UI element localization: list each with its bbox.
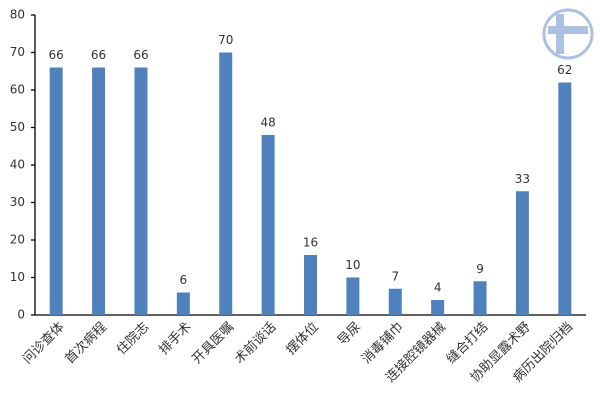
bar	[219, 52, 233, 315]
data-label: 9	[476, 262, 484, 276]
bar	[346, 277, 360, 315]
data-label: 62	[557, 63, 572, 77]
bar	[431, 300, 445, 315]
bar	[261, 135, 275, 315]
data-label: 4	[434, 281, 442, 295]
data-label: 16	[303, 236, 318, 250]
y-tick-label: 80	[10, 8, 25, 22]
data-label: 7	[391, 269, 399, 283]
logo	[542, 8, 594, 60]
data-label: 48	[260, 116, 275, 130]
y-tick-label: 0	[17, 308, 25, 322]
x-tick-label: 排手术	[156, 320, 194, 358]
bar	[304, 255, 317, 315]
data-label: 70	[218, 33, 233, 47]
y-tick-label: 20	[10, 233, 25, 247]
data-label: 66	[49, 48, 64, 62]
data-label: 6	[180, 273, 188, 287]
y-tick-label: 50	[10, 120, 25, 134]
bar	[473, 281, 487, 315]
x-tick-label: 导尿	[335, 320, 364, 349]
data-label: 66	[133, 48, 148, 62]
data-label: 33	[515, 172, 530, 186]
logo-ring	[542, 8, 594, 60]
y-tick-label: 70	[10, 45, 25, 59]
bar	[134, 67, 148, 315]
bar	[558, 82, 572, 315]
y-tick-label: 40	[10, 158, 25, 172]
bar	[49, 67, 63, 315]
x-tick-label: 开具医嘱	[190, 320, 237, 367]
logo-bar	[548, 26, 588, 34]
bar	[176, 292, 190, 315]
data-label: 66	[91, 48, 106, 62]
data-label: 10	[345, 258, 360, 272]
x-tick-label: 住院志	[114, 320, 152, 358]
x-tick-label: 术前谈话	[231, 319, 279, 367]
bar	[92, 67, 106, 315]
bar	[515, 191, 529, 315]
x-tick-label: 问诊查体	[20, 320, 67, 367]
y-tick-label: 10	[10, 270, 25, 284]
y-tick-label: 30	[10, 195, 25, 209]
x-tick-label: 摆体位	[284, 320, 322, 358]
x-tick-label: 首次病程	[62, 319, 110, 367]
y-tick-label: 60	[10, 83, 25, 97]
bar	[388, 288, 402, 315]
